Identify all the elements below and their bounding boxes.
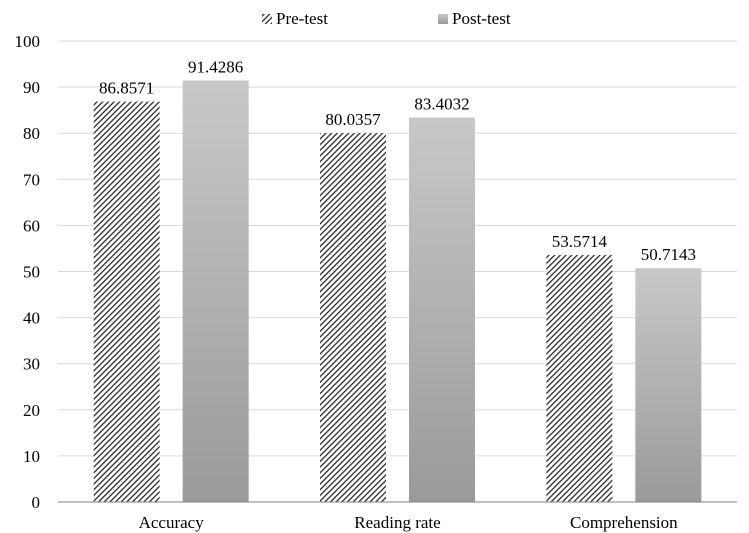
x-category-label: Reading rate (354, 513, 440, 532)
bar-pre-test (93, 101, 160, 502)
legend-label-post-test: Post-test (452, 9, 511, 28)
bar-pre-test (320, 133, 386, 503)
data-label-post-test: 83.4032 (414, 95, 469, 114)
y-axis-ticks: 0 10 20 30 40 50 60 70 80 90 100 (15, 32, 41, 512)
y-tick-label: 90 (23, 78, 40, 97)
legend-swatch-post-test (438, 14, 448, 24)
x-axis-categories: Accuracy Reading rate Comprehension (139, 513, 679, 532)
y-tick-label: 0 (32, 493, 41, 512)
y-tick-label: 10 (23, 447, 40, 466)
bar-pre-test (546, 255, 613, 502)
y-tick-label: 80 (23, 124, 40, 143)
gridlines (58, 40, 737, 457)
legend-item-pre-test: Pre-test (262, 9, 328, 28)
data-label-post-test: 50.7143 (641, 245, 696, 264)
x-category-label: Comprehension (570, 513, 678, 532)
y-tick-label: 40 (23, 309, 40, 328)
legend-swatch-pre-test (262, 14, 272, 24)
data-label-pre-test: 80.0357 (325, 110, 381, 129)
data-label-pre-test: 86.8571 (99, 79, 154, 98)
bar-post-test (635, 268, 702, 502)
y-tick-label: 70 (23, 170, 40, 189)
y-tick-label: 50 (23, 263, 40, 282)
data-labels: 86.8571 91.4286 80.0357 83.4032 53.5714 50.71… (99, 58, 696, 265)
y-tick-label: 20 (23, 401, 40, 420)
legend-label-pre-test: Pre-test (276, 9, 328, 28)
bars (93, 80, 702, 503)
data-label-pre-test: 53.5714 (552, 232, 608, 251)
bar-post-test (182, 80, 249, 502)
legend-item-post-test: Post-test (438, 9, 511, 28)
x-category-label: Accuracy (139, 513, 205, 532)
y-tick-label: 60 (23, 216, 40, 235)
y-tick-label: 30 (23, 355, 40, 374)
y-tick-label: 100 (15, 32, 41, 51)
legend: Pre-test Post-test (262, 9, 511, 28)
data-label-post-test: 91.4286 (188, 58, 243, 77)
bar-post-test (409, 117, 475, 503)
